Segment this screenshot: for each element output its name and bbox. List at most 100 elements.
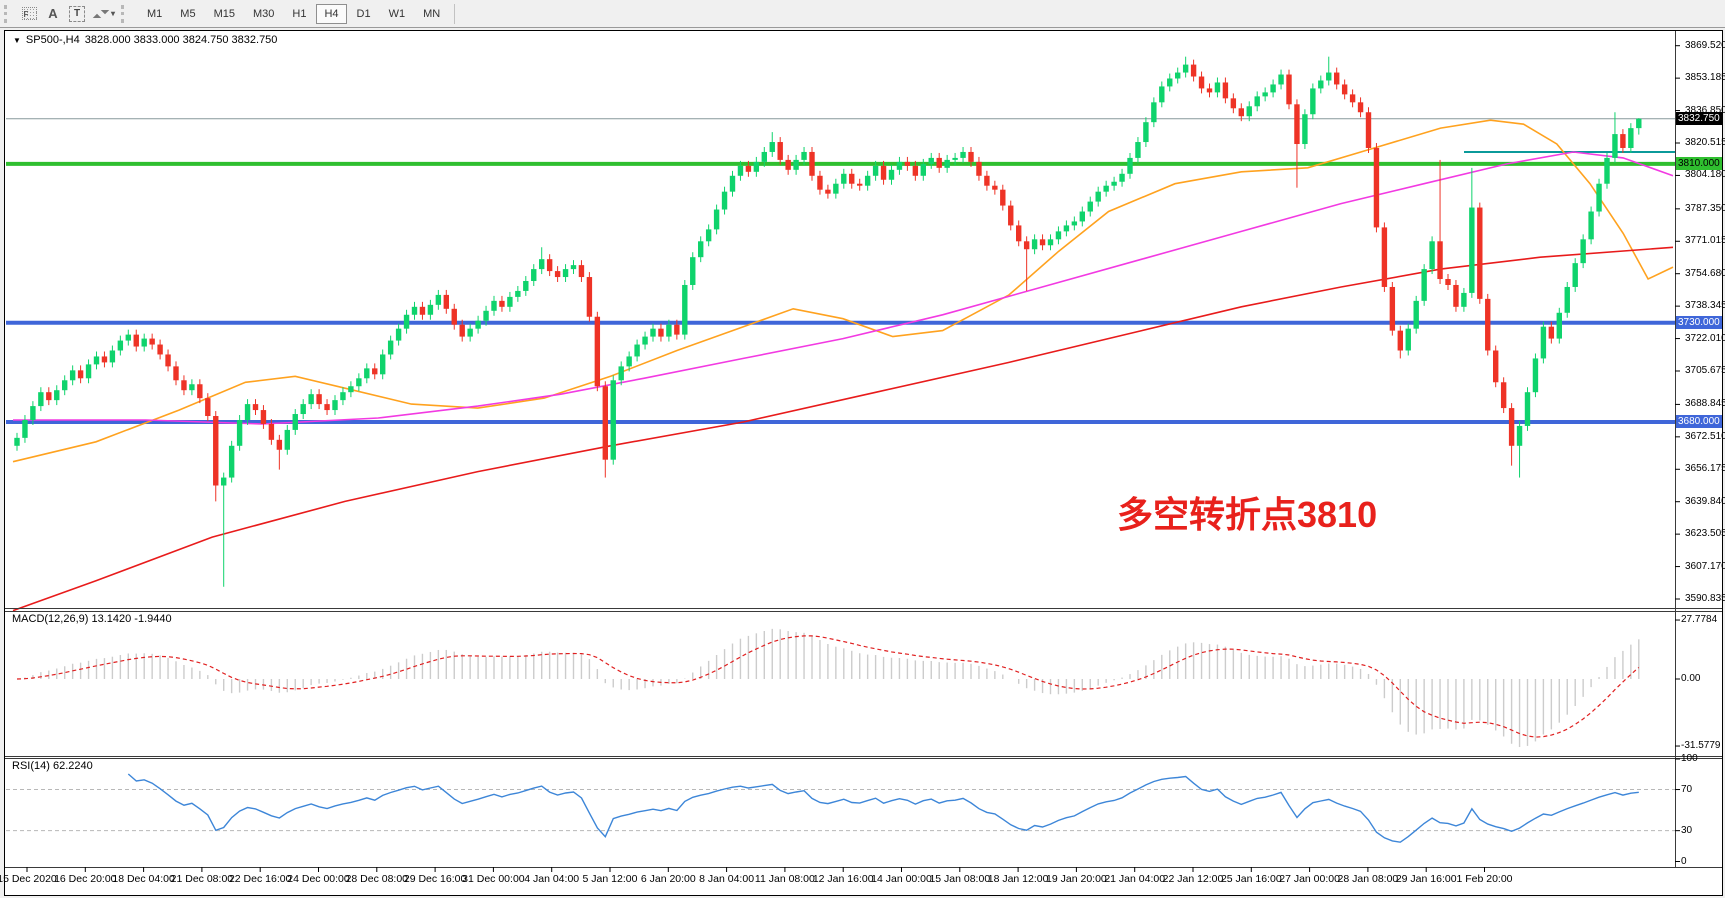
candle [690, 257, 696, 285]
price-axis-label: 3836.850 [1685, 104, 1725, 116]
candle [1246, 106, 1252, 117]
candle [395, 328, 402, 341]
candle [531, 269, 537, 282]
time-axis-label: 14 Jan 00:00 [871, 873, 932, 885]
macd-axis-label: 0.00 [1681, 673, 1701, 684]
candle [658, 328, 664, 337]
candle [1588, 211, 1594, 240]
candle [1000, 189, 1006, 206]
symbol-dropdown-icon[interactable]: ▼ [13, 35, 21, 45]
timeframe-M1[interactable]: M1 [139, 4, 170, 24]
timeframe-D1[interactable]: D1 [349, 4, 379, 24]
candle [1341, 84, 1348, 95]
candle [380, 354, 386, 375]
letter-a-icon[interactable]: A [41, 3, 65, 25]
candle [1230, 98, 1237, 109]
chart-canvas[interactable] [5, 31, 1722, 895]
rsi-axis-label: 100 [1681, 753, 1698, 764]
candle [1389, 286, 1396, 331]
time-axis-label: 15 Dec 2020 [0, 873, 57, 885]
chart-title: ▼ SP500-,H4 3828.000 3833.000 3824.750 3… [13, 34, 277, 46]
candle [1031, 239, 1038, 250]
candle [1508, 408, 1515, 446]
candle [1421, 269, 1427, 301]
candle [1270, 84, 1276, 93]
time-axis-label: 18 Jan 12:00 [987, 873, 1049, 885]
candle [1620, 134, 1626, 148]
candle [332, 400, 338, 411]
candle [793, 159, 799, 170]
candle [268, 423, 275, 440]
time-axis-label: 29 Dec 16:00 [403, 873, 467, 885]
cursor-tool-icon[interactable]: ▾ [89, 3, 119, 25]
price-axis-label: 3705.675 [1685, 364, 1725, 376]
candle [713, 209, 720, 230]
candle [801, 151, 807, 160]
candle [515, 290, 521, 297]
candle [244, 404, 251, 420]
toolbar-separator [454, 3, 456, 24]
candle [1087, 201, 1093, 212]
timeframe-H4[interactable]: H4 [316, 3, 347, 24]
chart-window[interactable]: ▼ SP500-,H4 3828.000 3833.000 3824.750 3… [0, 30, 1725, 896]
annotation-text: 多空转折点3810 [1117, 494, 1378, 535]
candle [1636, 118, 1642, 129]
candle [1055, 231, 1062, 240]
candle [944, 159, 950, 168]
mid-ma-magenta [13, 151, 1674, 425]
candle [626, 356, 632, 367]
candle [427, 304, 434, 315]
time-axis-label: 5 Jan 12:00 [582, 873, 638, 885]
candle [507, 296, 513, 307]
candle [93, 356, 100, 365]
timeframe-H1[interactable]: H1 [284, 4, 314, 24]
time-axis-label: 29 Jan 16:00 [1395, 873, 1457, 885]
price-axis-label: 3656.175 [1685, 463, 1725, 475]
time-axis-label: 15 Jan 08:00 [929, 873, 991, 885]
price-axis-label: 3787.350 [1685, 202, 1725, 214]
candle [1628, 128, 1634, 148]
text-tool-icon[interactable]: T [65, 3, 89, 25]
candle [228, 445, 235, 478]
candle [578, 265, 585, 278]
candle [1262, 92, 1268, 97]
rsi-axis-label: 30 [1681, 824, 1693, 836]
candle [1111, 181, 1117, 186]
candle [1548, 326, 1555, 339]
candle [372, 368, 378, 375]
candle [920, 163, 926, 176]
candle [46, 392, 52, 401]
time-axis-label: 19 Jan 20:00 [1046, 873, 1107, 885]
candle [221, 477, 227, 486]
toolbar-grip[interactable] [4, 4, 11, 23]
rsi-axis-label: 0 [1681, 855, 1687, 867]
candle [1198, 76, 1205, 89]
candle [928, 157, 934, 164]
timeframe-MN[interactable]: MN [415, 4, 448, 24]
candle [236, 419, 243, 446]
candle [292, 414, 298, 430]
ohlc-readout: 3828.000 3833.000 3824.750 3832.750 [84, 34, 278, 46]
price-line-badge: 3810.000 [1676, 157, 1722, 171]
timeframe-W1[interactable]: W1 [381, 4, 414, 24]
candle [634, 344, 640, 357]
candle [1413, 300, 1419, 329]
candle [1604, 157, 1610, 184]
timeframe-M15[interactable]: M15 [206, 4, 243, 24]
chart-grid-f-icon[interactable]: F [17, 3, 41, 25]
price-axis-label: 3607.170 [1685, 560, 1725, 572]
candle [69, 370, 76, 381]
candle [340, 392, 346, 401]
candle [896, 161, 903, 170]
candle [467, 328, 473, 337]
timeframe-M30[interactable]: M30 [245, 4, 282, 24]
candle [300, 404, 306, 415]
time-axis-label: 25 Jan 16:00 [1220, 873, 1282, 885]
candle [1461, 292, 1467, 307]
candle [54, 390, 60, 401]
candle [546, 259, 553, 272]
fast-ma-orange [12, 119, 1674, 463]
toolbar-grip-2[interactable] [121, 4, 128, 23]
timeframe-M5[interactable]: M5 [172, 4, 203, 24]
candle [1159, 86, 1165, 103]
